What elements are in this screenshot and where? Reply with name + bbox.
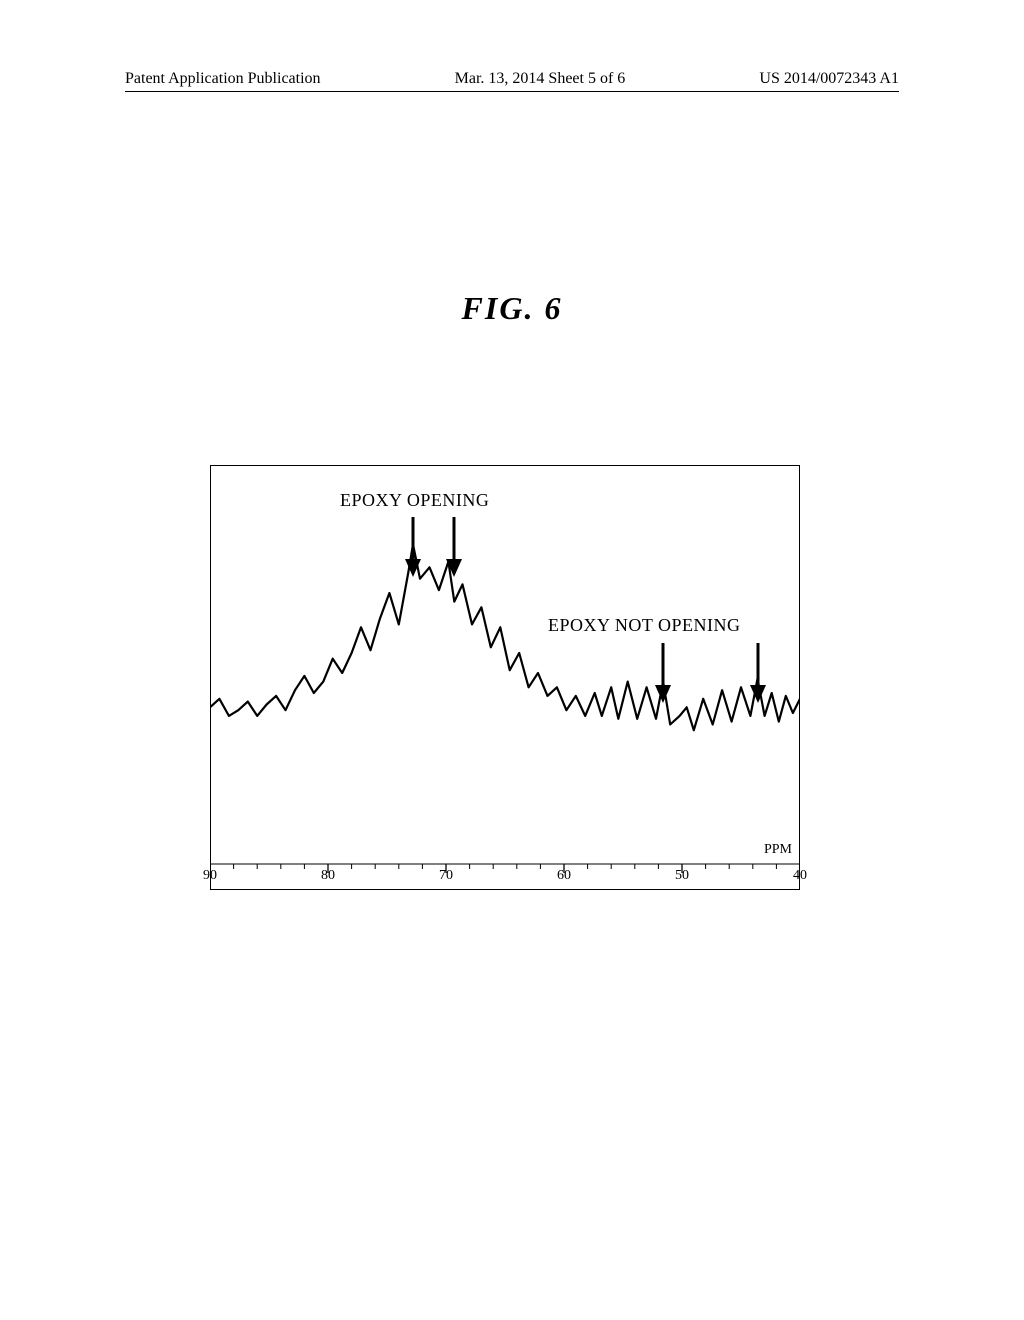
arrow-epoxy-not-opening-1: [655, 643, 671, 703]
header-right: US 2014/0072343 A1: [759, 70, 899, 88]
x-tick-label: 80: [321, 868, 335, 884]
x-axis-tick-labels: 405060708090: [210, 868, 800, 886]
x-axis-unit-label: PPM: [764, 842, 792, 858]
arrow-epoxy-not-opening-2: [750, 643, 766, 703]
header-center: Mar. 13, 2014 Sheet 5 of 6: [455, 70, 626, 88]
x-tick-label: 70: [439, 868, 453, 884]
spectrum-plot: [210, 465, 800, 890]
x-tick-label: 50: [675, 868, 689, 884]
x-tick-label: 90: [203, 868, 217, 884]
x-tick-label: 60: [557, 868, 571, 884]
x-tick-label: 40: [793, 868, 807, 884]
figure-title: FIG. 6: [0, 290, 1024, 327]
header-left: Patent Application Publication: [125, 70, 321, 88]
nmr-spectrum-chart: EPOXY OPENING EPOXY NOT OPENING PPM 4050…: [210, 465, 800, 890]
arrow-epoxy-opening-1: [405, 517, 421, 577]
patent-page: Patent Application Publication Mar. 13, …: [0, 0, 1024, 1320]
arrow-epoxy-opening-2: [446, 517, 462, 577]
page-header: Patent Application Publication Mar. 13, …: [125, 70, 899, 92]
